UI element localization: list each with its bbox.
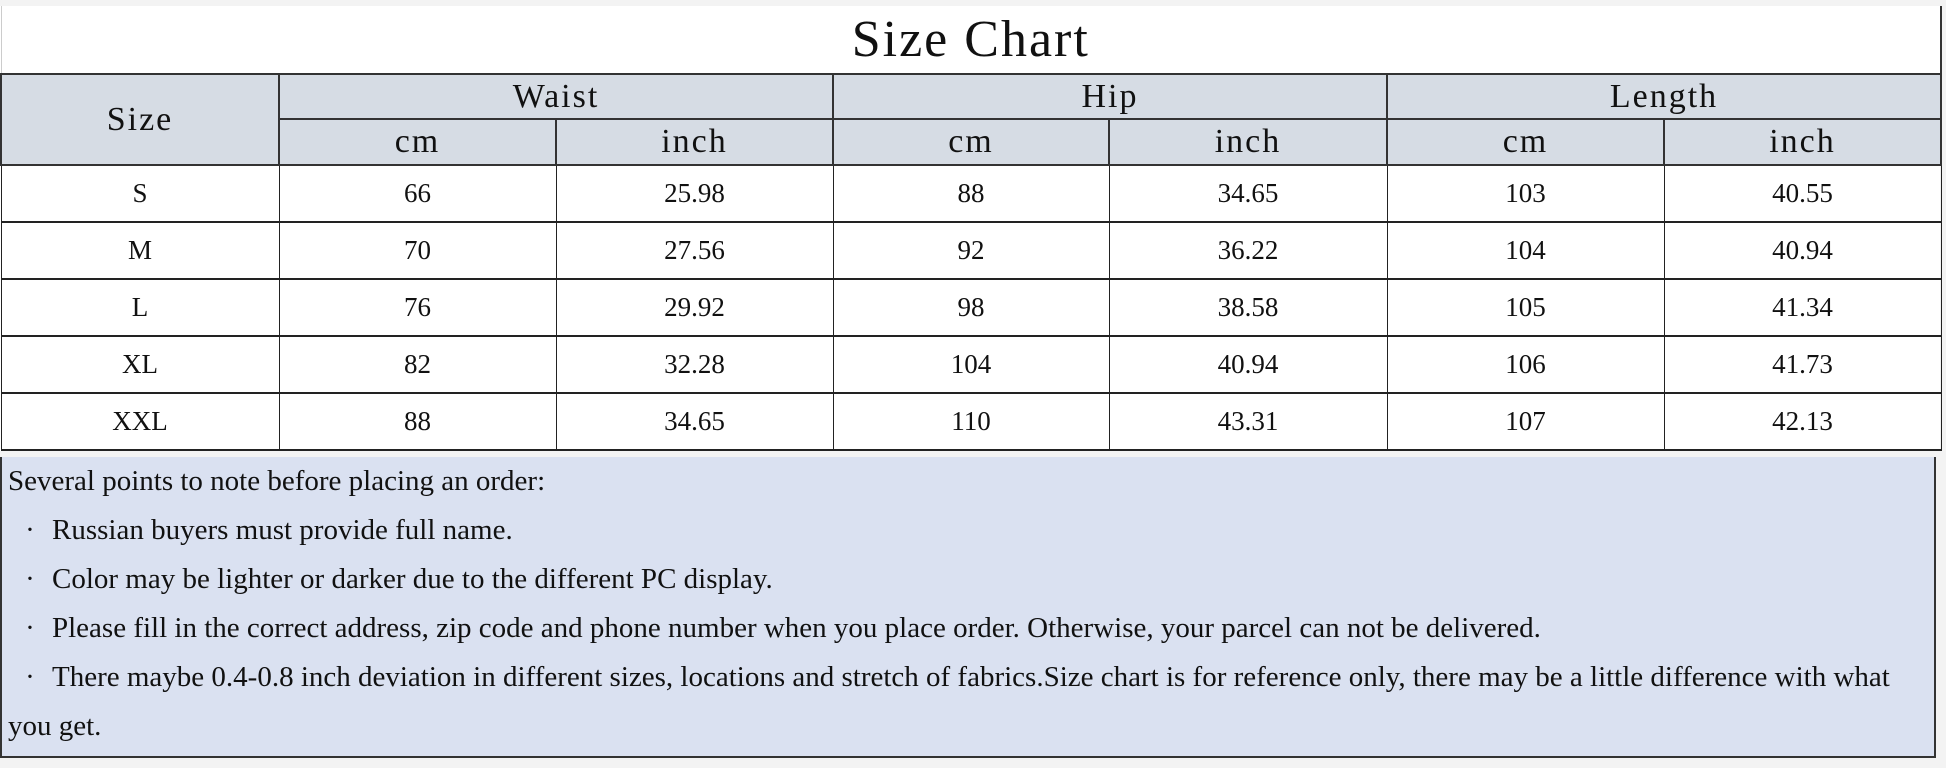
note-item: · Please fill in the correct address, zip… — [8, 604, 1934, 653]
bullet: · — [25, 661, 35, 693]
notes-heading: Several points to note before placing an… — [8, 465, 546, 497]
measurement-cell: 104 — [832, 335, 1110, 394]
measurement-cell: 110 — [832, 392, 1110, 451]
size-cell: L — [0, 278, 280, 337]
measurement-cell: 82 — [278, 335, 557, 394]
table-row: S 66 25.98 88 34.65 103 40.55 — [0, 164, 1942, 223]
size-chart-table: Size Chart Size Waist Hip Length cm inch… — [0, 6, 1943, 451]
measurement-cell: 34.65 — [555, 392, 834, 451]
table-row: L 76 29.92 98 38.58 105 41.34 — [0, 278, 1942, 337]
measurement-cell: 104 — [1386, 221, 1665, 280]
measurement-cell: 106 — [1386, 335, 1665, 394]
size-cell: M — [0, 221, 280, 280]
note-item: · There maybe 0.4-0.8 inch deviation in d… — [8, 653, 1934, 751]
measurement-cell: 70 — [278, 221, 557, 280]
bullet: · — [25, 563, 35, 595]
hip-header: Hip — [832, 73, 1388, 120]
length-header: Length — [1385, 73, 1943, 120]
note-item: · Russian buyers must provide full name. — [8, 506, 1934, 555]
chart-title: Size Chart — [0, 6, 1943, 75]
size-chart-sheet: Size Chart Size Waist Hip Length cm inch… — [0, 6, 1943, 451]
bullet: · — [25, 514, 35, 546]
size-header: Size — [0, 73, 280, 166]
unit-header: inch — [1108, 118, 1388, 166]
note-item: · Color may be lighter or darker due to t… — [8, 555, 1934, 604]
measurement-cell: 103 — [1386, 164, 1665, 223]
measurement-cell: 92 — [832, 221, 1110, 280]
unit-header: cm — [832, 118, 1110, 166]
measurement-cell: 43.31 — [1108, 392, 1388, 451]
measurement-cell: 40.55 — [1663, 164, 1942, 223]
measurement-cell: 32.28 — [555, 335, 834, 394]
size-cell: S — [0, 164, 280, 223]
measurement-cell: 88 — [278, 392, 557, 451]
measurement-cell: 76 — [278, 278, 557, 337]
unit-header: cm — [278, 118, 557, 166]
order-notes: Several points to note before placing an… — [0, 457, 1936, 758]
measurement-cell: 34.65 — [1108, 164, 1388, 223]
measurement-cell: 41.73 — [1663, 335, 1942, 394]
measurement-cell: 29.92 — [555, 278, 834, 337]
measurement-cell: 36.22 — [1108, 221, 1388, 280]
measurement-cell: 38.58 — [1108, 278, 1388, 337]
table-row: XXL 88 34.65 110 43.31 107 42.13 — [0, 392, 1942, 451]
measurement-cell: 107 — [1386, 392, 1665, 451]
measurement-cell: 42.13 — [1663, 392, 1942, 451]
table-row: XL 82 32.28 104 40.94 106 41.73 — [0, 335, 1942, 394]
waist-header: Waist — [278, 73, 834, 120]
sheet-gridline-area — [0, 760, 1946, 768]
unit-header: inch — [555, 118, 834, 166]
size-cell: XL — [0, 335, 280, 394]
measurement-cell: 27.56 — [555, 221, 834, 280]
size-cell: XXL — [0, 392, 280, 451]
measurement-cell: 88 — [832, 164, 1110, 223]
measurement-cell: 40.94 — [1108, 335, 1388, 394]
table-row: M 70 27.56 92 36.22 104 40.94 — [0, 221, 1942, 280]
unit-header: inch — [1662, 118, 1943, 166]
measurement-cell: 41.34 — [1663, 278, 1942, 337]
measurement-cell: 105 — [1386, 278, 1665, 337]
measurement-cell: 40.94 — [1663, 221, 1942, 280]
unit-header: cm — [1386, 118, 1665, 166]
measurement-cell: 25.98 — [555, 164, 834, 223]
measurement-cell: 66 — [278, 164, 557, 223]
measurement-cell: 98 — [832, 278, 1110, 337]
bullet: · — [25, 612, 35, 644]
